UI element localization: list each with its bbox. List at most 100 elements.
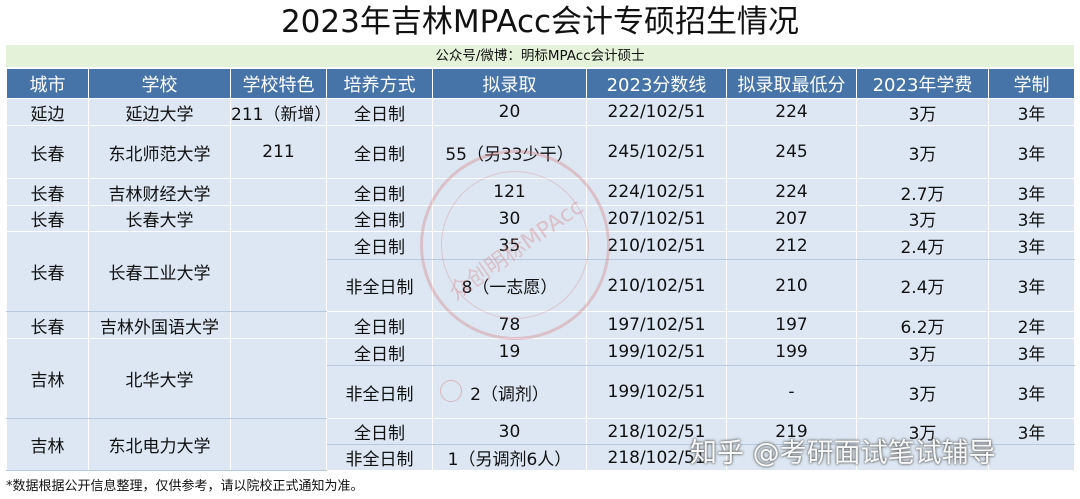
cell-fee [856, 444, 989, 471]
cell-mode: 全日制 [326, 338, 433, 366]
table-row: 非全日制 2（调剂） 199/102/51 - 3万 3年 [7, 365, 1075, 419]
cell-city: 长春 [6, 178, 89, 206]
header-min: 拟录取最低分 [726, 68, 857, 99]
table-header-row: 城市 学校 学校特色 培养方式 拟录取 2023分数线 拟录取最低分 2023年… [6, 68, 1075, 99]
table-row: 延边 延边大学 211（新增） 全日制 20 222/102/51 224 3万… [6, 98, 1075, 126]
cell-school: 长春大学 [88, 205, 231, 232]
header-line: 2023分数线 [586, 68, 727, 99]
cell-min: 197 [726, 311, 857, 339]
cell-line: 218/102/51 [586, 418, 727, 445]
admissions-table: 城市 学校 学校特色 培养方式 拟录取 2023分数线 拟录取最低分 2023年… [6, 68, 1075, 471]
table-row: 长春 吉林外国语大学 全日制 78 197/102/51 197 6.2万 2年 [6, 311, 1075, 339]
cell-fee: 3万 [856, 205, 989, 232]
cell-min: 219 [726, 418, 857, 445]
cell-school: 吉林外国语大学 [88, 311, 231, 339]
cell-line: 210/102/51 [586, 259, 727, 312]
cell-fee: 6.2万 [856, 311, 989, 339]
header-fee: 2023年学费 [856, 68, 989, 99]
cell-years: 3年 [988, 98, 1075, 126]
cell-mode: 非全日制 [326, 259, 433, 312]
cell-mode: 全日制 [326, 98, 433, 126]
cell-min: 224 [726, 98, 857, 126]
header-admit: 拟录取 [432, 68, 587, 99]
cell-years: 3年 [988, 338, 1075, 366]
cell-line: 197/102/51 [586, 311, 727, 339]
cell-years: 3年 [988, 365, 1075, 419]
cell-min: 207 [726, 205, 857, 232]
cell-admit: 30 [432, 418, 587, 445]
cell-mode: 全日制 [326, 418, 433, 445]
header-school: 学校 [88, 68, 231, 99]
cell-admit: 1（另调剂6人） [432, 444, 587, 471]
cell-school: 东北电力大学 [88, 418, 231, 471]
cell-school: 吉林财经大学 [88, 178, 231, 206]
cell-fee: 3万 [856, 125, 989, 179]
cell-admit: 55（另33少干） [432, 125, 587, 179]
cell-years: 2年 [988, 311, 1075, 339]
cell-min: - [726, 365, 857, 419]
table-row: 吉林 东北电力大学 全日制 30 218/102/51 219 3万 3年 [6, 418, 1075, 471]
header-city: 城市 [6, 68, 89, 99]
cell-fee: 3万 [856, 338, 989, 366]
table-row: 吉林 北华大学 全日制 19 199/102/51 199 3万 3年 [6, 338, 1075, 419]
cell-school: 延边大学 [88, 98, 231, 126]
cell-admit: 20 [432, 98, 587, 126]
cell-city: 长春 [6, 125, 89, 179]
cell-min: 224 [726, 178, 857, 206]
cell-mode: 全日制 [326, 125, 433, 179]
cell-line: 207/102/51 [586, 205, 727, 232]
page-title: 2023年吉林MPAcc会计专硕招生情况 [280, 4, 800, 40]
cell-admit: 30 [432, 205, 587, 232]
cell-admit: 19 [432, 338, 587, 366]
cell-fee: 2.4万 [856, 259, 989, 312]
cell-years: 3年 [988, 205, 1075, 232]
cell-fee: 3万 [856, 365, 989, 419]
header-feature: 学校特色 [230, 68, 327, 99]
cell-city: 长春 [6, 311, 89, 339]
cell-school: 东北师范大学 [88, 125, 231, 179]
cell-admit: 2（调剂） [432, 365, 587, 419]
cell-line: 210/102/51 [586, 231, 727, 260]
table-row: 非全日制 8（一志愿） 210/102/51 210 2.4万 3年 [7, 259, 1075, 312]
cell-admit: 121 [432, 178, 587, 206]
cell-years: 3年 [988, 178, 1075, 206]
cell-city: 吉林 [6, 418, 89, 471]
cell-feature: 211 [230, 125, 327, 179]
cell-feature [230, 205, 327, 232]
cell-mode: 全日制 [326, 205, 433, 232]
cell-mode: 全日制 [326, 311, 433, 339]
cell-line: 224/102/51 [586, 178, 727, 206]
cell-feature [230, 231, 327, 312]
header-years: 学制 [988, 68, 1075, 99]
cell-school: 北华大学 [88, 338, 231, 419]
cell-line: 199/102/51 [586, 365, 727, 419]
table-row: 长春 吉林财经大学 全日制 121 224/102/51 224 2.7万 3年 [6, 178, 1075, 206]
cell-fee: 3万 [856, 418, 989, 445]
cell-min: 212 [726, 231, 857, 260]
cell-years [988, 444, 1075, 471]
cell-city: 长春 [6, 231, 89, 312]
cell-mode: 非全日制 [326, 444, 433, 471]
table-row: 长春 长春工业大学 全日制 35 210/102/51 212 2.4万 3年 [6, 231, 1075, 312]
footnote: *数据根据公开信息整理，仅供参考，请以院校正式通知为准。 [6, 479, 364, 494]
cell-line: 245/102/51 [586, 125, 727, 179]
cell-feature [230, 311, 327, 339]
cell-admit: 35 [432, 231, 587, 260]
cell-city: 长春 [6, 205, 89, 232]
cell-min: 199 [726, 338, 857, 366]
header-mode: 培养方式 [326, 68, 433, 99]
table-row: 长春 东北师范大学 211 全日制 55（另33少干） 245/102/51 2… [6, 125, 1075, 179]
cell-line: 218/102/51 [586, 444, 727, 471]
cell-years: 3年 [988, 125, 1075, 179]
cell-school: 长春工业大学 [88, 231, 231, 312]
table-row: 非全日制 1（另调剂6人） 218/102/51 [7, 444, 1075, 471]
cell-admit: 8（一志愿） [432, 259, 587, 312]
cell-feature [230, 418, 327, 471]
cell-years: 3年 [988, 259, 1075, 312]
cell-line: 199/102/51 [586, 338, 727, 366]
cell-mode: 非全日制 [326, 365, 433, 419]
cell-min: 210 [726, 259, 857, 312]
cell-mode: 全日制 [326, 231, 433, 260]
cell-min: 245 [726, 125, 857, 179]
cell-fee: 2.4万 [856, 231, 989, 260]
